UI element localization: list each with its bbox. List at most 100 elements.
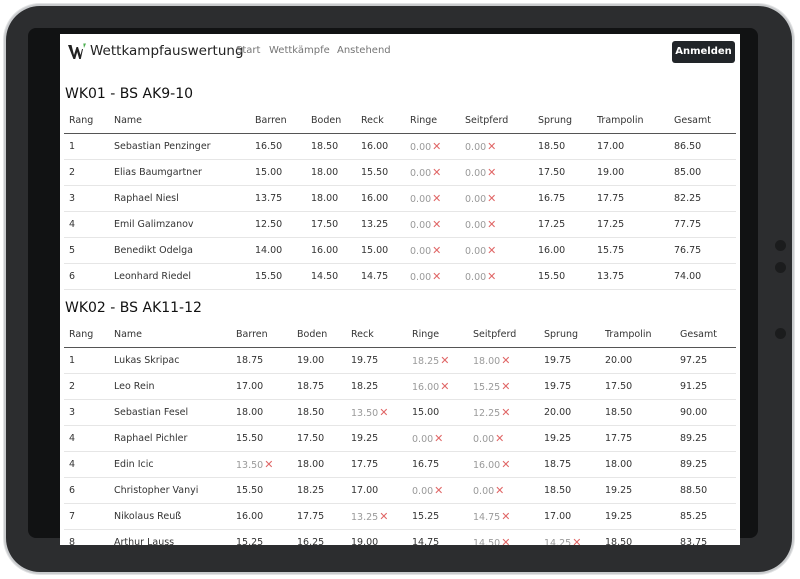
logo-icon[interactable]	[68, 43, 86, 61]
rank-cell: 5	[64, 237, 109, 264]
score-cell: 17.50	[600, 373, 675, 400]
column-header[interactable]: Boden	[306, 107, 356, 134]
athlete-name-cell: Lukas Skripac	[109, 347, 231, 374]
athlete-name-cell: Raphael Pichler	[109, 425, 231, 452]
score-value: 12.25	[473, 408, 501, 419]
total-cell: 86.50	[669, 133, 736, 160]
column-header[interactable]: Gesamt	[669, 107, 736, 134]
score-cell: 19.00	[346, 529, 407, 545]
column-header[interactable]: Reck	[346, 321, 407, 348]
score-value: 19.00	[351, 537, 379, 545]
discarded-x-icon: ✕	[432, 140, 442, 153]
column-header[interactable]: Ringe	[407, 321, 468, 348]
score-cell: 0.00✕	[405, 159, 460, 186]
column-header[interactable]: Sprung	[533, 107, 592, 134]
score-value: 16.75	[538, 193, 566, 204]
score-cell: 18.00	[600, 451, 675, 478]
column-header[interactable]: Rang	[64, 107, 109, 134]
table-header-row: Rang Name Barren Boden Reck Ringe Seitpferd Spr…	[64, 321, 736, 348]
score-value: 18.50	[538, 141, 566, 152]
score-cell: 12.25✕	[468, 399, 539, 426]
column-header[interactable]: Name	[109, 321, 231, 348]
score-value: 18.75	[236, 355, 264, 366]
score-cell: 0.00✕	[460, 211, 533, 238]
score-cell: 18.50	[600, 529, 675, 545]
column-header[interactable]: Sprung	[539, 321, 600, 348]
column-header[interactable]: Barren	[231, 321, 292, 348]
discarded-x-icon: ✕	[432, 244, 442, 257]
column-header[interactable]: Trampolin	[600, 321, 675, 348]
score-cell: 17.00	[592, 133, 669, 160]
score-value: 14.50	[473, 538, 501, 545]
score-cell: 19.25	[346, 425, 407, 452]
score-value: 19.75	[351, 355, 379, 366]
score-cell: 17.50	[306, 211, 356, 238]
competition-title: WK01 - BS AK9-10	[65, 86, 194, 102]
score-value: 19.25	[544, 433, 572, 444]
brand-title[interactable]: Wettkampfauswertung	[90, 43, 244, 59]
column-header[interactable]: Seitpferd	[468, 321, 539, 348]
discarded-x-icon: ✕	[487, 218, 497, 231]
nav-link-wettkaempfe[interactable]: Wettkämpfe	[269, 45, 330, 56]
score-value: 14.25	[544, 538, 572, 545]
score-cell: 18.25✕	[407, 347, 468, 374]
score-value: 19.75	[544, 355, 572, 366]
score-cell: 13.25✕	[346, 503, 407, 530]
score-value: 13.75	[255, 193, 283, 204]
discarded-x-icon: ✕	[487, 140, 497, 153]
discarded-x-icon: ✕	[487, 270, 497, 283]
side-button	[775, 240, 786, 251]
column-header[interactable]: Name	[109, 107, 250, 134]
column-header[interactable]: Seitpferd	[460, 107, 533, 134]
score-cell: 14.50✕	[468, 529, 539, 545]
score-cell: 19.25	[600, 503, 675, 530]
score-cell: 0.00✕	[405, 263, 460, 290]
nav-link-anstehend[interactable]: Anstehend	[337, 45, 391, 56]
score-cell: 18.00	[306, 185, 356, 212]
login-button[interactable]: Anmelden	[672, 41, 735, 63]
score-value: 15.75	[597, 245, 625, 256]
score-cell: 17.00	[231, 373, 292, 400]
score-cell: 18.50	[539, 477, 600, 504]
discarded-x-icon: ✕	[432, 270, 442, 283]
score-value: 17.75	[597, 193, 625, 204]
score-value: 18.00	[311, 193, 339, 204]
score-value: 14.50	[311, 271, 339, 282]
score-value: 15.50	[255, 271, 283, 282]
column-header[interactable]: Gesamt	[675, 321, 736, 348]
score-cell: 17.50	[292, 425, 346, 452]
table-row: 6 Christopher Vanyi 15.50 18.25 17.00 0.00✕ 0.…	[64, 477, 736, 504]
score-value: 15.25	[236, 537, 264, 545]
score-value: 16.50	[255, 141, 283, 152]
score-cell: 0.00✕	[405, 237, 460, 264]
score-cell: 0.00✕	[468, 477, 539, 504]
column-header[interactable]: Trampolin	[592, 107, 669, 134]
score-value: 18.75	[297, 381, 325, 392]
score-value: 0.00	[410, 142, 432, 153]
score-cell: 16.00	[306, 237, 356, 264]
score-cell: 17.00	[539, 503, 600, 530]
score-value: 17.00	[597, 141, 625, 152]
nav-link-start[interactable]: Start	[236, 45, 261, 56]
score-value: 17.50	[605, 381, 633, 392]
score-cell: 19.75	[539, 373, 600, 400]
athlete-name-cell: Nikolaus Reuß	[109, 503, 231, 530]
score-value: 18.00	[236, 407, 264, 418]
score-value: 17.00	[544, 511, 572, 522]
rank-cell: 1	[64, 347, 109, 374]
score-value: 19.25	[351, 433, 379, 444]
column-header[interactable]: Boden	[292, 321, 346, 348]
score-cell: 19.75	[346, 347, 407, 374]
score-value: 19.00	[297, 355, 325, 366]
score-value: 15.00	[361, 245, 389, 256]
column-header[interactable]: Rang	[64, 321, 109, 348]
column-header[interactable]: Reck	[356, 107, 405, 134]
score-value: 15.50	[361, 167, 389, 178]
score-cell: 15.50	[231, 425, 292, 452]
score-value: 19.75	[544, 381, 572, 392]
column-header[interactable]: Barren	[250, 107, 306, 134]
column-header[interactable]: Ringe	[405, 107, 460, 134]
score-cell: 20.00	[600, 347, 675, 374]
score-cell: 0.00✕	[460, 159, 533, 186]
score-value: 16.00	[361, 193, 389, 204]
